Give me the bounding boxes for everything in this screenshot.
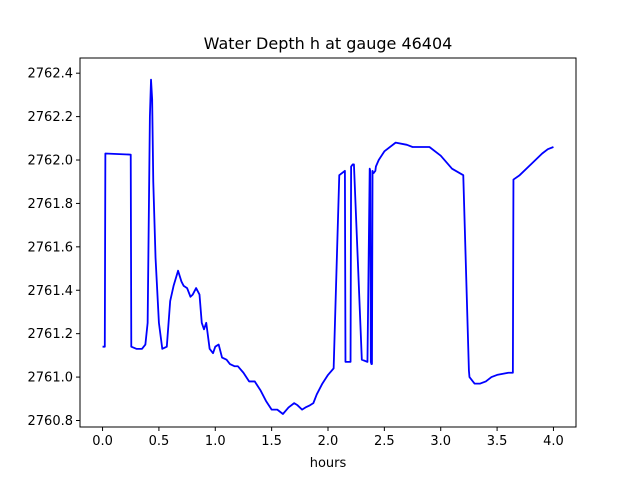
chart-title: Water Depth h at gauge 46404 [204, 34, 453, 53]
y-tick-label: 2762.4 [28, 67, 74, 82]
y-tick-label: 2762.2 [28, 110, 74, 125]
y-tick-label: 2761.2 [28, 327, 74, 342]
y-tick-label: 2761.6 [28, 240, 74, 255]
x-tick-label: 2.0 [318, 434, 339, 449]
x-tick-label: 3.0 [430, 434, 451, 449]
x-tick-label: 1.0 [205, 434, 226, 449]
x-tick-label: 1.5 [261, 434, 282, 449]
x-tick-label: 3.5 [487, 434, 508, 449]
x-tick-label: 4.0 [543, 434, 564, 449]
y-tick-label: 2761.0 [28, 371, 74, 386]
y-tick-label: 2761.4 [28, 284, 74, 299]
x-tick-label: 0.0 [92, 434, 113, 449]
y-tick-label: 2760.8 [28, 414, 74, 429]
x-tick-label: 2.5 [374, 434, 395, 449]
x-axis: 0.0 0.5 1.0 1.5 2.0 2.5 3.0 3.5 4.0 [92, 427, 564, 449]
y-axis: 2760.8 2761.0 2761.2 2761.4 2761.6 2761.8 2762… [28, 67, 80, 429]
x-tick-label: 0.5 [149, 434, 170, 449]
y-tick-label: 2762.0 [28, 154, 74, 169]
y-tick-label: 2761.8 [28, 197, 74, 212]
x-axis-label: hours [310, 456, 347, 471]
series-line-1 [102, 78, 554, 415]
plot-area [79, 57, 577, 428]
